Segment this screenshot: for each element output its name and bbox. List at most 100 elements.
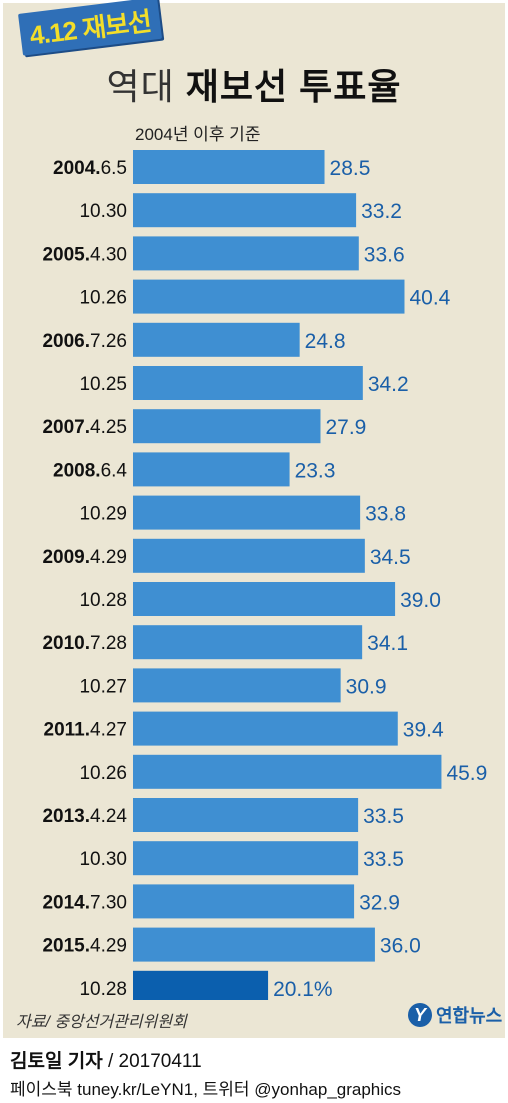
byline: 김토일 기자 / 20170411 (10, 1046, 202, 1073)
category-date: 10.26 (79, 763, 127, 784)
value-label: 20.1% (273, 978, 333, 1000)
source-note: 자료/ 중앙선거관리위원회 (16, 1014, 187, 1031)
category-label: 10.25 (79, 374, 127, 395)
publish-date: / 20170411 (107, 1051, 202, 1072)
category-label: 10.27 (79, 676, 127, 697)
bar (133, 452, 290, 487)
category-label: 10.28 (79, 979, 127, 1000)
bar (133, 236, 359, 271)
bar (133, 538, 365, 573)
category-date: 7.26 (90, 331, 127, 352)
bar (133, 711, 398, 746)
category-date: 4.30 (90, 244, 127, 265)
value-label: 33.2 (361, 200, 402, 223)
category-year: 2006. (42, 331, 90, 352)
category-label: 2015.4.29 (42, 936, 127, 957)
yonhap-logo-icon: Y (408, 1003, 432, 1027)
chart-title: 역대 재보선 투표율 (0, 58, 508, 110)
category-label: 10.30 (79, 849, 127, 870)
value-label: 28.5 (330, 157, 371, 180)
bar (133, 841, 359, 876)
value-label: 23.3 (295, 459, 336, 482)
category-date: 10.29 (79, 504, 127, 525)
bar-chart: 2004.6.5 28.5 10.30 33.2 2005.4.30 33.6 10.26 4… (42, 150, 487, 1000)
category-year: 2011. (44, 720, 91, 741)
category-label: 10.26 (79, 763, 127, 784)
category-date: 4.25 (90, 417, 127, 438)
yonhap-logo: Y 연합뉴스 (408, 1000, 502, 1030)
category-label: 2014.7.30 (42, 892, 127, 913)
category-year: 2009. (42, 547, 90, 568)
bar (133, 927, 375, 962)
category-label: 2010.7.28 (42, 633, 127, 654)
title-light: 역대 (106, 66, 175, 107)
value-label: 45.9 (446, 762, 487, 785)
value-label: 34.2 (368, 373, 409, 396)
value-label: 39.4 (403, 719, 444, 742)
category-date: 10.27 (79, 676, 127, 697)
value-label: 27.9 (325, 416, 366, 439)
bar (133, 625, 363, 660)
bar (133, 582, 396, 616)
category-label: 10.26 (79, 288, 127, 309)
value-label: 33.5 (363, 805, 404, 828)
bar (133, 970, 269, 1000)
category-label: 2006.7.26 (42, 331, 127, 352)
value-label: 36.0 (380, 935, 421, 958)
bar (133, 409, 321, 444)
category-year: 2015. (42, 936, 90, 957)
value-label: 39.0 (400, 589, 441, 612)
category-year: 2014. (42, 892, 90, 913)
category-year: 2005. (42, 244, 90, 265)
bar (133, 322, 300, 357)
bar (133, 193, 357, 228)
category-year: 2008. (53, 460, 101, 481)
category-year: 2013. (42, 806, 90, 827)
category-year: 2010. (42, 633, 90, 654)
category-date: 7.28 (90, 633, 127, 654)
bar (133, 884, 355, 919)
category-label: 2011.4.27 (44, 720, 127, 741)
category-label: 10.29 (79, 504, 127, 525)
bar (133, 668, 341, 703)
value-label: 40.4 (409, 287, 450, 310)
social-links: 페이스북 tuney.kr/LeYN1, 트위터 @yonhap_graphic… (10, 1080, 402, 1099)
category-date: 4.24 (90, 806, 127, 827)
category-date: 4.29 (90, 547, 127, 568)
value-label: 33.6 (364, 243, 405, 266)
bar (133, 366, 363, 400)
value-label: 33.8 (365, 503, 406, 526)
category-label: 10.28 (79, 590, 127, 611)
category-date: 10.26 (79, 288, 127, 309)
category-label: 2004.6.5 (53, 158, 127, 179)
value-label: 34.1 (367, 632, 408, 655)
bar (133, 150, 325, 184)
title-bold: 재보선 투표율 (185, 66, 402, 107)
value-label: 33.5 (363, 848, 404, 871)
category-year: 2007. (42, 417, 90, 438)
category-date: 4.29 (90, 936, 127, 957)
category-year: 2004. (53, 158, 101, 179)
value-label: 32.9 (359, 891, 400, 914)
chart-subtitle: 2004년 이후 기준 (135, 125, 261, 144)
bar (133, 798, 359, 832)
category-date: 10.28 (79, 979, 127, 1000)
bar (133, 495, 361, 530)
category-date: 6.5 (101, 158, 127, 179)
value-label: 24.8 (305, 330, 346, 353)
category-date: 10.28 (79, 590, 127, 611)
category-label: 2013.4.24 (42, 806, 127, 827)
category-date: 10.30 (79, 201, 127, 222)
bar (133, 754, 442, 789)
category-date: 7.30 (90, 892, 127, 913)
yonhap-logo-name: 연합뉴스 (436, 1006, 503, 1026)
category-label: 2007.4.25 (42, 417, 127, 438)
category-label: 2009.4.29 (42, 547, 127, 568)
category-date: 10.25 (79, 374, 127, 395)
category-label: 2005.4.30 (42, 244, 127, 265)
author: 김토일 기자 (10, 1051, 103, 1072)
category-label: 10.30 (79, 201, 127, 222)
category-date: 10.30 (79, 849, 127, 870)
value-label: 30.9 (346, 675, 387, 698)
value-label: 34.5 (370, 546, 411, 569)
